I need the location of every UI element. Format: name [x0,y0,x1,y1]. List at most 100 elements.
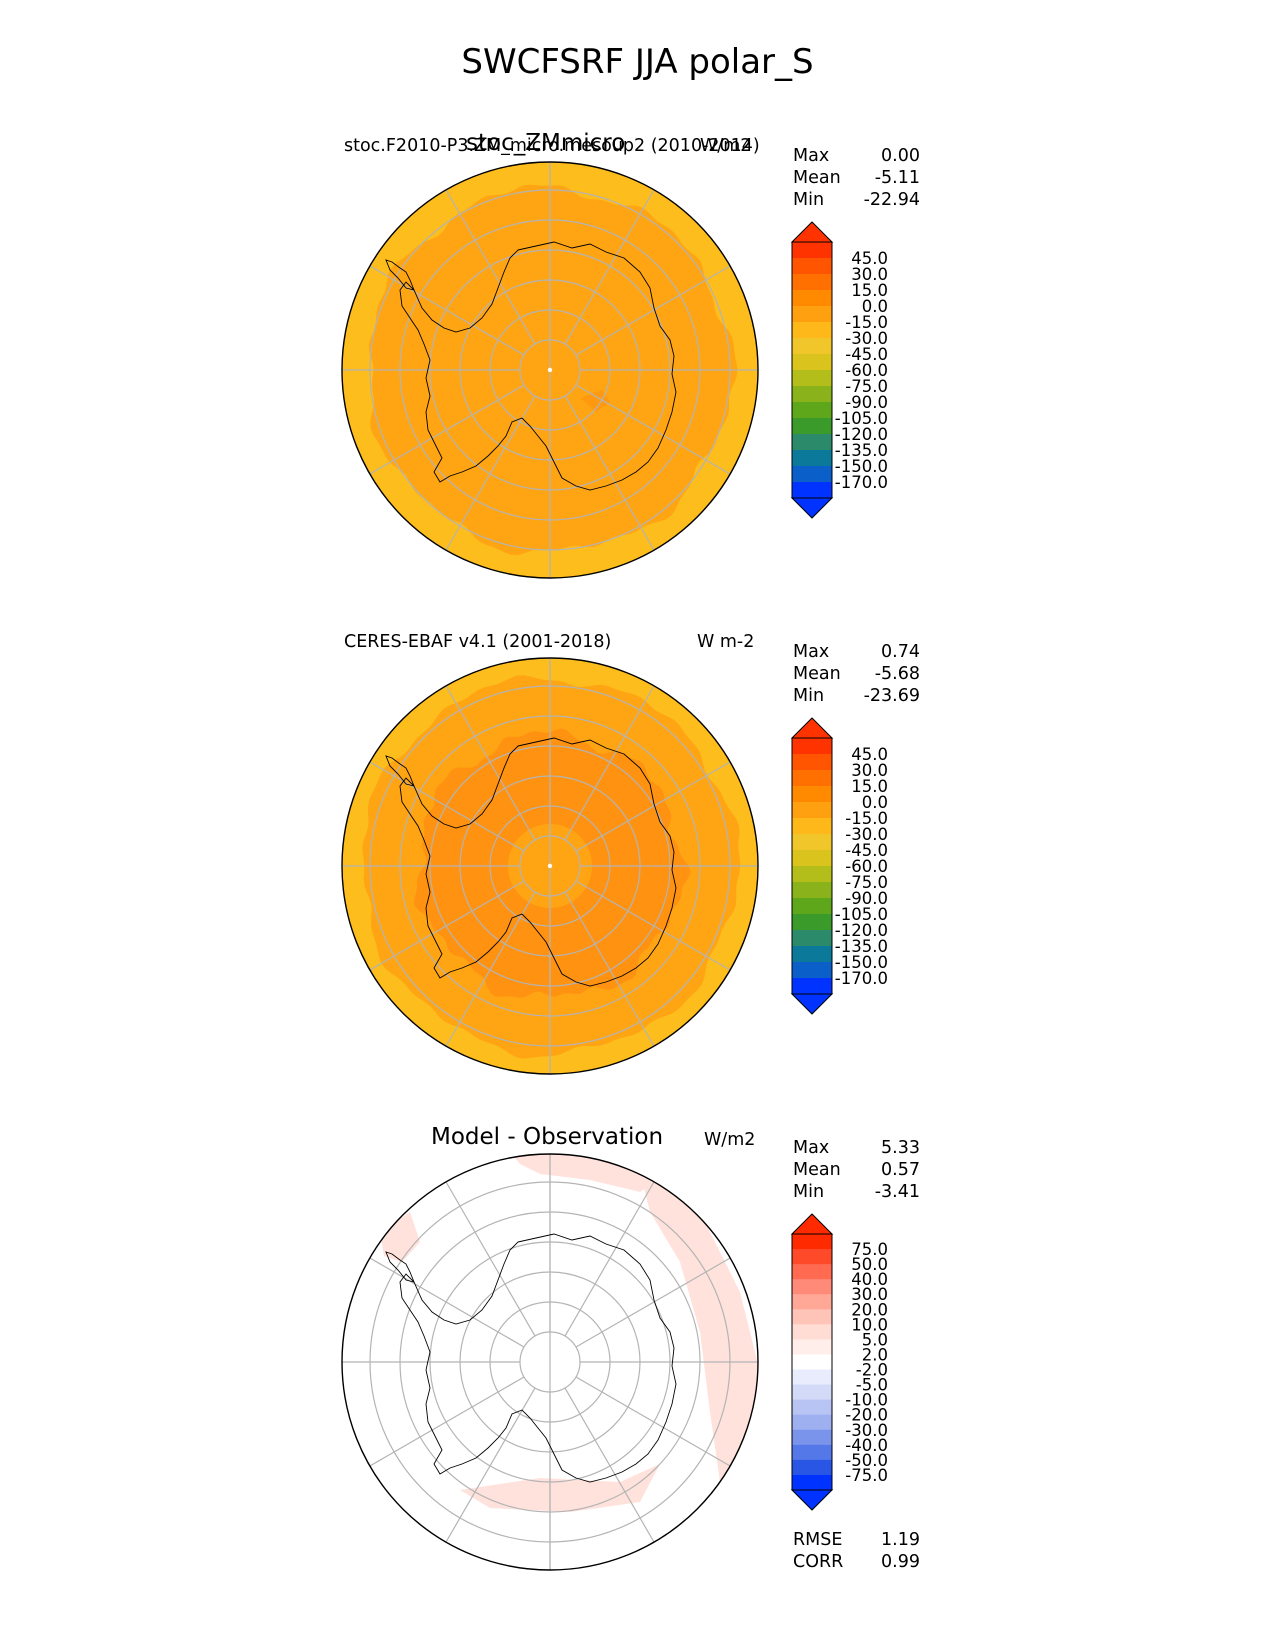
colorbar-tick-label: -60.0 [845,857,888,876]
colorbar-tick-label: -50.0 [845,1451,888,1470]
colorbar-extend-bottom [790,497,834,519]
panel1-stat-min-label: Min [793,190,825,210]
colorbar-swatch [792,930,832,947]
longitude-gridline [575,265,731,356]
longitude-gridline [369,265,525,356]
panel1-stat-min-value: -22.94 [863,190,920,210]
colorbar-extend-bottom [790,1489,834,1511]
map-fill-group [342,162,758,578]
panel3-colorbar: 75.050.040.030.020.010.05.02.0-2.0-5.0-1… [790,1213,888,1511]
colorbar-tick-label: 10.0 [851,1315,888,1334]
colorbar-tick-label: 40.0 [851,1270,888,1289]
longitude-gridline [575,761,731,852]
colorbar-swatch [792,434,832,451]
panel2-polar-map [341,657,759,1075]
colorbar-swatch [792,962,832,979]
colorbar-tick-label: -135.0 [835,441,888,460]
longitude-gridline [564,395,655,551]
colorbar-tick-label: -75.0 [845,377,888,396]
colorbar-tick-label: -10.0 [845,1391,888,1410]
colorbar-swatch [792,1369,832,1386]
panel3-title: Model - Observation [431,1124,664,1150]
colorbar-tick-label: -150.0 [835,953,888,972]
colorbar-swatch [792,866,832,883]
colorbar-tick-label: 20.0 [851,1300,888,1319]
colorbar-tick-label: -150.0 [835,457,888,476]
colorbar-swatch [792,274,832,291]
colorbar-swatch [792,306,832,323]
panel2-stat-max-label: Max [793,642,830,662]
colorbar-swatch [792,1474,832,1491]
pole-marker [547,367,553,373]
colorbar-swatch [792,1459,832,1476]
colorbar-swatch [792,1279,832,1295]
panel1-overlap-title: stoc_ZMmicro [466,130,626,156]
colorbar-swatch [792,482,832,499]
map-border [341,657,759,1075]
colorbar-swatch [792,818,832,835]
colorbar-swatch [792,402,832,419]
colorbar-extend-top [790,221,834,243]
panel3-units: W/m2 [704,1130,756,1150]
coastline [399,737,677,987]
colorbar-tick-label: -30.0 [845,825,888,844]
panel1-colorbar: 45.030.015.00.0-15.0-30.0-45.0-60.0-75.0… [790,221,888,519]
pole-marker [547,863,553,869]
colorbar-tick-label: -2.0 [856,1361,888,1380]
colorbar-extend-top [790,1213,834,1235]
longitude-gridline [369,761,525,852]
colorbar-tick-label: -15.0 [845,809,888,828]
colorbar-swatch [792,1414,832,1431]
panel2-stat-mean-label: Mean [793,664,841,684]
colorbar-tick-label: -120.0 [835,921,888,940]
colorbar-tick-label: 0.0 [862,297,888,316]
longitude-gridline [575,384,731,475]
map-fill-group [342,1154,758,1570]
colorbar-tick-label: -30.0 [845,329,888,348]
longitude-gridline [369,384,525,475]
longitude-gridline [564,1181,655,1337]
colorbar-tick-label: 0.0 [862,793,888,812]
panel1-units: W/m2 [700,136,752,156]
panel2-stat-min-label: Min [793,686,825,706]
colorbar-swatch [792,738,832,755]
colorbar-swatch [792,466,832,483]
colorbar-swatch [792,754,832,771]
colorbar-tick-label: -170.0 [835,969,888,988]
map-border [341,1153,759,1571]
panel1-left-label: stoc.F2010-P3.ZM_micro.mesoup2 (2010-201… [344,136,760,156]
colorbar-swatch [792,1384,832,1401]
panel2-stat-min-value: -23.69 [863,686,920,706]
colorbar-swatch [792,1429,832,1446]
colorbar-tick-label: 45.0 [851,745,888,764]
panel1-stat-max-label: Max [793,146,830,166]
colorbar-swatch [792,1309,832,1325]
panel3-stat-max-value: 5.33 [881,1138,920,1158]
map-contour-region [368,184,738,556]
panel3-stat-mean-label: Mean [793,1160,841,1180]
colorbar-extend-top [790,717,834,739]
colorbar-tick-label: -45.0 [845,345,888,364]
colorbar-tick-label: 30.0 [851,265,888,284]
panel1-polar-map [341,161,759,579]
colorbar-swatch [792,1294,832,1310]
panel2-stat-max-value: 0.74 [881,642,920,662]
colorbar-tick-label: 45.0 [851,249,888,268]
colorbar-tick-label: -75.0 [845,873,888,892]
colorbar-tick-label: -20.0 [845,1406,888,1425]
panel2-left-label: CERES-EBAF v4.1 (2001-2018) [344,632,612,652]
panel2-stat-mean-value: -5.68 [874,664,920,684]
colorbar-swatch [792,418,832,435]
coastline-peninsula [385,259,415,291]
colorbar-tick-label: -15.0 [845,313,888,332]
colorbar-swatch [792,978,832,995]
longitude-gridline [369,1257,525,1348]
panel3-stat-min-label: Min [793,1182,825,1202]
panel1-stat-mean-value: -5.11 [874,168,920,188]
colorbar-tick-label: -45.0 [845,841,888,860]
colorbar-extend-bottom [790,993,834,1015]
longitude-gridline [445,1387,536,1543]
longitude-gridline [445,189,536,345]
colorbar-swatch [792,450,832,467]
colorbar-swatch [792,786,832,803]
